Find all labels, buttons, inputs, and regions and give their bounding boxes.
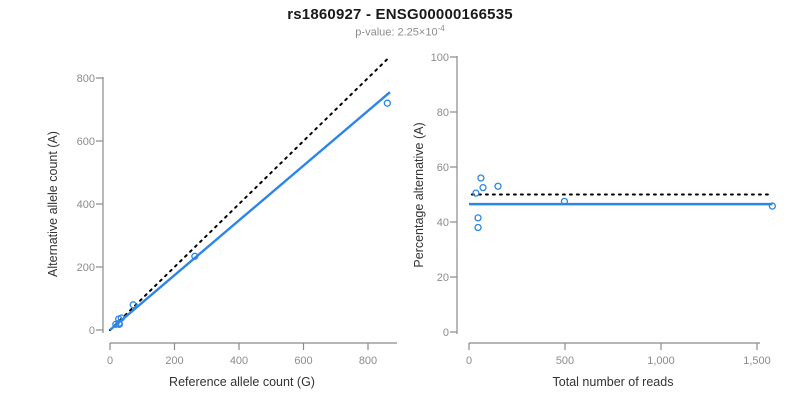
y-tick-label: 100 bbox=[431, 52, 449, 64]
x-tick-label: 600 bbox=[294, 355, 312, 367]
identity-line-y-equals-x bbox=[109, 57, 389, 331]
chart-title: rs1860927 - ENSG00000166535 bbox=[287, 6, 513, 23]
p-value-text: p-value: 2.25×10 bbox=[355, 26, 438, 39]
data-point bbox=[474, 214, 482, 222]
data-point bbox=[117, 314, 125, 322]
y-tick-label: 0 bbox=[89, 325, 95, 337]
data-point bbox=[112, 320, 120, 328]
data-point bbox=[560, 197, 569, 206]
data-point bbox=[129, 301, 137, 309]
x-tick-label: 0 bbox=[107, 355, 113, 367]
p-value-exponent: -4 bbox=[437, 24, 445, 33]
data-point bbox=[191, 252, 199, 260]
panel-left: 0 200 400 600 800 0 200 400 600 800 Reference alle… bbox=[46, 57, 397, 389]
x-tick-label: 500 bbox=[556, 355, 574, 367]
y-tick-label: 800 bbox=[77, 73, 95, 85]
p-value-subtitle: p-value: 2.25×10-4 bbox=[0, 24, 800, 39]
x-axis-title: Reference allele count (G) bbox=[169, 375, 315, 389]
x-axis-title: Total number of reads bbox=[553, 375, 674, 389]
data-point bbox=[479, 183, 487, 192]
data-point bbox=[477, 174, 485, 182]
y-tick-label: 200 bbox=[77, 262, 95, 274]
y-tick-label: 600 bbox=[77, 136, 95, 148]
data-point bbox=[383, 99, 392, 107]
data-point bbox=[768, 202, 777, 210]
panel-right: 0 20 40 60 80 100 0 500 1,000 1,500 Total number o… bbox=[412, 52, 777, 389]
data-point bbox=[472, 189, 480, 197]
x-tick-label: 800 bbox=[359, 355, 377, 367]
data-point bbox=[474, 223, 482, 232]
y-tick-label: 400 bbox=[77, 199, 95, 211]
y-tick-label: 20 bbox=[437, 272, 449, 284]
x-tick-label: 400 bbox=[230, 355, 248, 367]
x-tick-label: 0 bbox=[466, 355, 472, 367]
x-tick-label: 1,500 bbox=[743, 355, 771, 367]
data-point bbox=[494, 182, 502, 190]
x-tick-label: 200 bbox=[165, 355, 183, 367]
y-tick-label: 60 bbox=[437, 162, 449, 174]
y-tick-label: 0 bbox=[443, 327, 449, 339]
y-tick-label: 80 bbox=[437, 107, 449, 119]
y-tick-label: 40 bbox=[437, 217, 449, 229]
y-axis-title: Percentage alternative (A) bbox=[412, 122, 426, 267]
y-axis-title: Alternative allele count (A) bbox=[46, 131, 60, 277]
x-tick-label: 1,000 bbox=[647, 355, 675, 367]
fit-line-slope-0.87 bbox=[109, 91, 391, 331]
